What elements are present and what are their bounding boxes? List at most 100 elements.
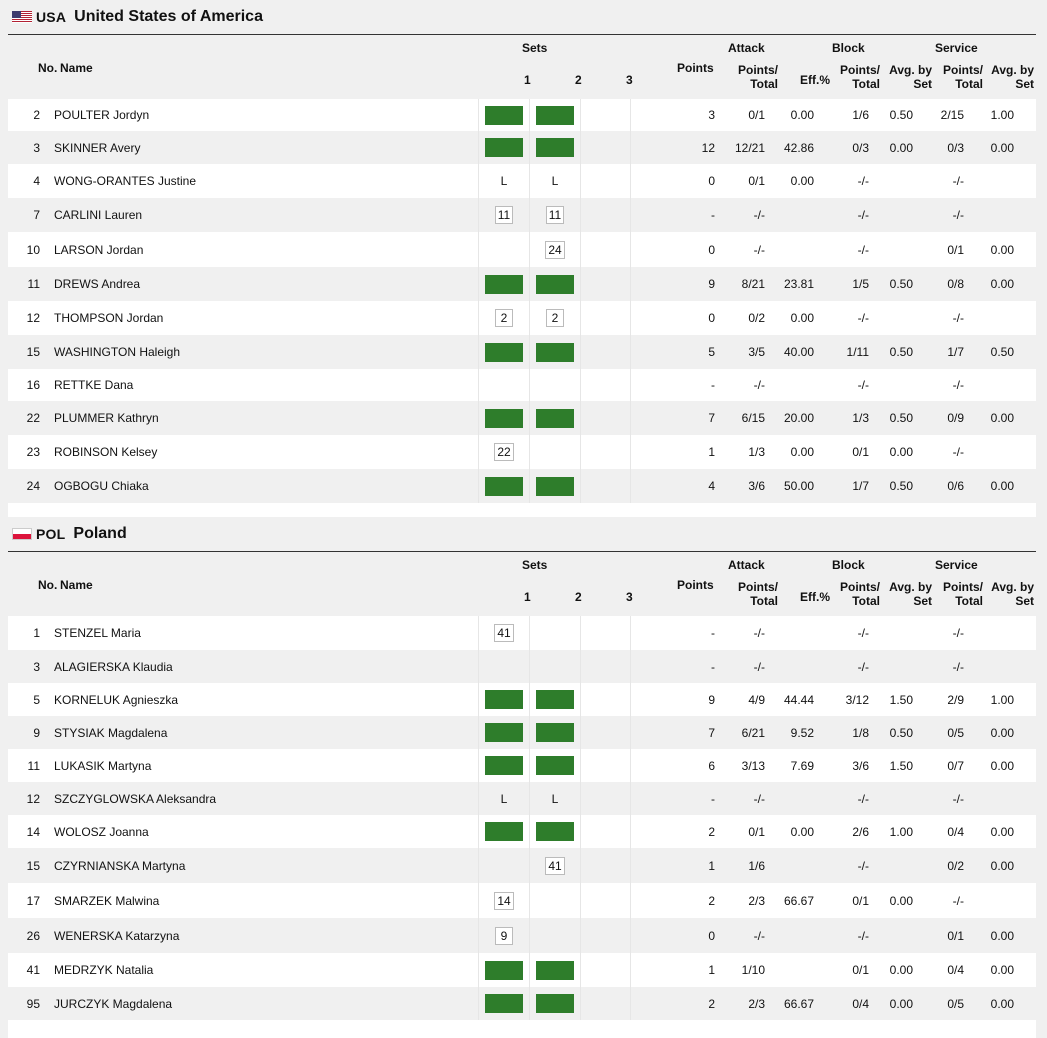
table-row[interactable]: 4 WONG-ORANTES Justine L L 0 0/1 0.00 -/- -/- xyxy=(8,164,1036,198)
set-2-cell: 41 xyxy=(529,848,580,883)
table-row[interactable]: 26 WENERSKA Katarzyna 9 0 -/- -/- 0/1 0.00 xyxy=(8,918,1036,953)
player-name: LARSON Jordan xyxy=(54,242,144,257)
service-points-total: -/- xyxy=(952,208,964,222)
set-3-cell xyxy=(580,987,631,1020)
header-block: Block xyxy=(832,558,865,572)
attack-points-total: 3/6 xyxy=(748,479,765,493)
player-name: LUKASIK Martyna xyxy=(54,758,152,773)
service-avg-by-set: 0.00 xyxy=(990,277,1014,291)
block-avg-by-set xyxy=(875,848,919,883)
set-3-cell xyxy=(580,401,631,435)
table-row[interactable]: 3 ALAGIERSKA Klaudia - -/- -/- -/- xyxy=(8,650,1036,683)
header-set-2: 2 xyxy=(575,73,582,87)
table-row[interactable]: 41 MEDRZYK Natalia 1 1/10 0/1 0.00 0/4 0.00 xyxy=(8,953,1036,987)
starter-indicator xyxy=(536,105,574,125)
set-2-cell xyxy=(529,987,580,1020)
header-set-3: 3 xyxy=(626,590,633,604)
table-row[interactable]: 10 LARSON Jordan 24 0 -/- -/- 0/1 0.00 xyxy=(8,232,1036,267)
points-value: 4 xyxy=(708,479,715,493)
set-2-cell xyxy=(529,401,580,435)
header-service-avg: Avg. by Set xyxy=(991,63,1034,91)
table-row[interactable]: 12 THOMPSON Jordan 2 2 0 0/2 0.00 -/- -/- xyxy=(8,301,1036,335)
block-avg-by-set: 1.00 xyxy=(889,824,913,839)
table-row[interactable]: 11 LUKASIK Martyna 6 3/13 7.69 3/6 1.50 0/7 0.00 xyxy=(8,749,1036,782)
table-row[interactable]: 23 ROBINSON Kelsey 22 1 1/3 0.00 0/1 0.00 -/- xyxy=(8,435,1036,469)
player-number: 1 xyxy=(33,626,40,640)
block-points-total: 0/1 xyxy=(852,445,869,459)
block-points-total: 1/3 xyxy=(852,411,869,425)
service-points-total: -/- xyxy=(952,311,964,325)
set-2-cell xyxy=(529,369,580,401)
service-avg-by-set: 0.00 xyxy=(990,411,1014,425)
block-avg-by-set xyxy=(875,650,919,683)
starter-indicator xyxy=(536,723,574,742)
table-row[interactable]: 9 STYSIAK Magdalena 7 6/21 9.52 1/8 0.50 0/5 0.0… xyxy=(8,716,1036,749)
libero-marker: L xyxy=(500,791,508,806)
table-row[interactable]: 17 SMARZEK Malwina 14 2 2/3 66.67 0/1 0.00 -/- xyxy=(8,883,1036,918)
table-row[interactable]: 24 OGBOGU Chiaka 4 3/6 50.00 1/7 0.50 0/6 0.00 xyxy=(8,469,1036,503)
player-name: PLUMMER Kathryn xyxy=(54,411,159,425)
player-name: OGBOGU Chiaka xyxy=(54,479,149,493)
set-1-cell: L xyxy=(478,782,529,815)
team-section: POL Poland Sets No. Name 1 2 3 Points At… xyxy=(0,517,1047,1038)
service-avg-by-set xyxy=(970,164,1020,198)
player-number: 22 xyxy=(26,411,40,425)
points-value: 0 xyxy=(708,174,715,188)
table-row[interactable]: 14 WOLOSZ Joanna 2 0/1 0.00 2/6 1.00 0/4 0.00 xyxy=(8,815,1036,848)
player-name: ALAGIERSKA Klaudia xyxy=(54,659,173,674)
service-avg-by-set: 0.00 xyxy=(990,479,1014,493)
libero-marker: L xyxy=(551,791,559,806)
stats-table: Sets No. Name 1 2 3 Points Attack Points… xyxy=(8,35,1036,517)
player-name: THOMPSON Jordan xyxy=(54,311,164,325)
set-3-cell xyxy=(580,369,631,401)
set-3-cell xyxy=(580,131,631,164)
points-value: 7 xyxy=(708,725,715,740)
table-row[interactable]: 7 CARLINI Lauren 11 11 - -/- -/- -/- xyxy=(8,198,1036,232)
set-1-cell xyxy=(478,815,529,848)
table-row[interactable]: 3 SKINNER Avery 12 12/21 42.86 0/3 0.00 0/3 0.00 xyxy=(8,131,1036,164)
starter-indicator xyxy=(485,342,523,362)
points-value: 1 xyxy=(708,963,715,977)
player-name: WONG-ORANTES Justine xyxy=(54,174,197,188)
table-header: Sets No. Name 1 2 3 Points Attack Points… xyxy=(8,552,1036,616)
table-row[interactable]: 2 POULTER Jordyn 3 0/1 0.00 1/6 0.50 2/15 1.00 xyxy=(8,99,1036,131)
table-row[interactable]: 15 CZYRNIANSKA Martyna 41 1 1/6 -/- 0/2 0.00 xyxy=(8,848,1036,883)
table-row[interactable]: 5 KORNELUK Agnieszka 9 4/9 44.44 3/12 1.50 2/9 1… xyxy=(8,683,1036,716)
block-points-total: -/- xyxy=(857,208,869,222)
service-avg-by-set: 0.00 xyxy=(990,928,1014,943)
team-name: Poland xyxy=(73,525,127,542)
player-number: 24 xyxy=(26,479,40,493)
block-points-total: -/- xyxy=(857,174,869,188)
attack-points-total: 8/21 xyxy=(741,277,765,291)
table-row[interactable]: 11 DREWS Andrea 9 8/21 23.81 1/5 0.50 0/8 0.00 xyxy=(8,267,1036,301)
block-points-total: -/- xyxy=(857,858,869,873)
attack-points-total: -/- xyxy=(753,208,765,222)
header-points: Points xyxy=(677,578,714,592)
service-points-total: 0/1 xyxy=(947,242,964,257)
attack-points-total: -/- xyxy=(753,659,765,674)
service-avg-by-set xyxy=(970,369,1020,401)
set-2-cell xyxy=(529,335,580,369)
block-avg-by-set xyxy=(875,232,919,267)
table-row[interactable]: 12 SZCZYGLOWSKA Aleksandra L L - -/- -/- -/- xyxy=(8,782,1036,815)
block-avg-by-set xyxy=(875,782,919,815)
set-3-cell xyxy=(580,918,631,953)
attack-efficiency xyxy=(771,198,820,232)
starter-indicator xyxy=(485,274,523,294)
table-row[interactable]: 15 WASHINGTON Haleigh 5 3/5 40.00 1/11 0.50 1/7… xyxy=(8,335,1036,369)
team-code: USA xyxy=(36,9,67,25)
table-row[interactable]: 16 RETTKE Dana - -/- -/- -/- xyxy=(8,369,1036,401)
block-avg-by-set: 0.50 xyxy=(889,411,913,425)
block-avg-by-set: 0.00 xyxy=(889,996,913,1011)
substitution-badge: 11 xyxy=(545,206,565,224)
points-value: - xyxy=(711,791,715,806)
block-points-total: 1/11 xyxy=(846,345,869,359)
table-row[interactable]: 95 JURCZYK Magdalena 2 2/3 66.67 0/4 0.00 0/5 0.… xyxy=(8,987,1036,1020)
service-avg-by-set xyxy=(970,616,1020,650)
attack-points-total: 0/1 xyxy=(748,108,765,122)
substitution-badge: 2 xyxy=(546,309,564,327)
table-row[interactable]: 1 STENZEL Maria 41 - -/- -/- -/- xyxy=(8,616,1036,650)
set-1-cell xyxy=(478,335,529,369)
table-row[interactable]: 22 PLUMMER Kathryn 7 6/15 20.00 1/3 0.50 0/9 0.0… xyxy=(8,401,1036,435)
player-name: SKINNER Avery xyxy=(54,140,141,155)
